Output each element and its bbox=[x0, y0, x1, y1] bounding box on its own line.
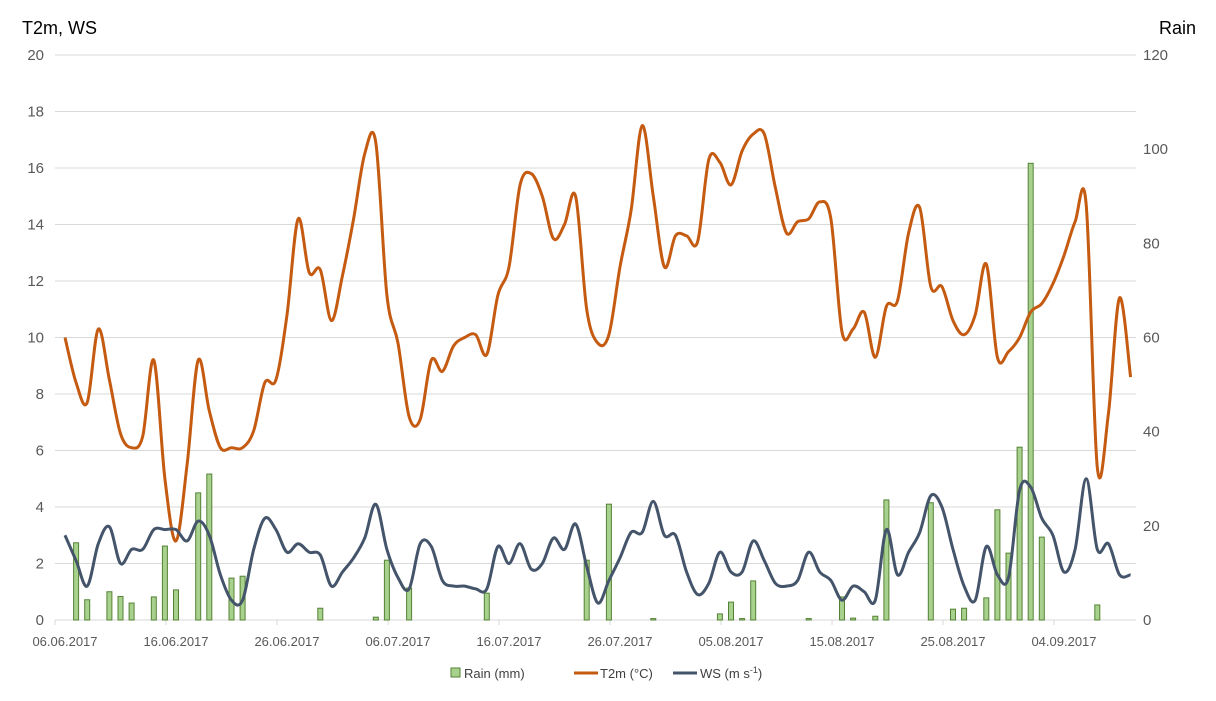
left-tick-label: 18 bbox=[27, 104, 44, 121]
right-axis-title: Rain bbox=[1159, 18, 1196, 38]
rain-bar bbox=[1027, 162, 1034, 621]
rain-bar bbox=[983, 597, 990, 621]
rain-bar bbox=[872, 615, 879, 621]
x-tick-label: 26.07.2017 bbox=[587, 634, 652, 649]
x-tick-label: 05.08.2017 bbox=[698, 634, 763, 649]
x-tick-label: 15.08.2017 bbox=[809, 634, 874, 649]
rain-bar bbox=[1094, 604, 1101, 621]
right-tick-label: 120 bbox=[1143, 47, 1168, 64]
rain-bar bbox=[883, 499, 890, 621]
left-tick-label: 16 bbox=[27, 160, 44, 177]
rain-bar bbox=[73, 542, 80, 621]
rain-bar bbox=[150, 596, 157, 621]
left-tick-label: 0 bbox=[36, 612, 44, 629]
legend-rain-label: Rain (mm) bbox=[464, 666, 525, 681]
t2m-line bbox=[63, 124, 1133, 543]
rain-bar bbox=[805, 618, 812, 621]
legend-t2m-label: T2m (°C) bbox=[600, 666, 653, 681]
rain-bar bbox=[483, 592, 490, 621]
rain-bar bbox=[994, 509, 1001, 621]
rain-bar bbox=[106, 591, 113, 621]
left-tick-label: 20 bbox=[27, 47, 44, 64]
rain-bar bbox=[117, 595, 124, 621]
x-tick-label: 26.06.2017 bbox=[254, 634, 319, 649]
rain-bar bbox=[84, 599, 91, 621]
left-tick-label: 10 bbox=[27, 330, 44, 347]
line-series bbox=[63, 124, 1133, 607]
rain-bar bbox=[383, 559, 390, 621]
rain-bar bbox=[650, 618, 657, 621]
legend-rain-swatch bbox=[450, 667, 461, 678]
rain-bar bbox=[372, 616, 379, 621]
rain-bar bbox=[406, 587, 413, 621]
left-tick-label: 8 bbox=[36, 386, 44, 403]
right-tick-label: 100 bbox=[1143, 141, 1168, 158]
legend: Rain (mm) T2m (°C) WS (m s-1) bbox=[450, 665, 762, 681]
rain-bar bbox=[716, 613, 723, 621]
rain-bar bbox=[1016, 446, 1023, 621]
x-tick-label: 06.06.2017 bbox=[32, 634, 97, 649]
rain-bar bbox=[173, 589, 179, 621]
rain-bars bbox=[73, 162, 1101, 621]
rain-bar bbox=[739, 618, 746, 621]
left-tick-label: 12 bbox=[27, 273, 44, 290]
right-y-axis: 0 20 40 60 80 100 120 bbox=[1143, 47, 1168, 629]
rain-bar bbox=[195, 492, 202, 621]
right-tick-label: 80 bbox=[1143, 235, 1160, 252]
rain-bar bbox=[950, 608, 956, 621]
x-axis: 06.06.2017 16.06.2017 26.06.2017 06.07.2017… bbox=[32, 619, 1136, 649]
legend-ws-label: WS (m s-1) bbox=[700, 665, 762, 681]
rain-bar bbox=[728, 601, 734, 621]
left-tick-label: 4 bbox=[36, 499, 44, 516]
x-tick-label: 16.06.2017 bbox=[143, 634, 208, 649]
rain-bar bbox=[961, 607, 968, 621]
left-tick-label: 14 bbox=[27, 217, 44, 234]
rain-bar bbox=[317, 607, 324, 621]
rain-bar bbox=[850, 617, 857, 621]
left-axis-title: T2m, WS bbox=[22, 18, 97, 38]
rain-bar bbox=[1005, 552, 1012, 621]
rain-bar bbox=[161, 545, 168, 621]
rain-bar bbox=[605, 503, 612, 621]
left-tick-label: 6 bbox=[36, 443, 44, 460]
x-tick-label: 06.07.2017 bbox=[365, 634, 430, 649]
rain-bar bbox=[750, 580, 757, 621]
ws-line bbox=[63, 477, 1131, 607]
right-tick-label: 40 bbox=[1143, 424, 1160, 441]
rain-bar bbox=[839, 596, 845, 621]
rain-bar bbox=[927, 502, 934, 621]
right-tick-label: 0 bbox=[1143, 612, 1151, 629]
rain-bar bbox=[128, 602, 135, 621]
rain-bar bbox=[1038, 536, 1045, 621]
left-y-axis: 0 2 4 6 8 10 12 14 16 18 20 bbox=[27, 47, 44, 629]
right-tick-label: 20 bbox=[1143, 518, 1160, 535]
left-tick-label: 2 bbox=[36, 556, 44, 573]
x-tick-label: 16.07.2017 bbox=[476, 634, 541, 649]
x-tick-label: 04.09.2017 bbox=[1031, 634, 1096, 649]
right-tick-label: 60 bbox=[1143, 330, 1160, 347]
gridlines bbox=[55, 54, 1136, 564]
rain-bar bbox=[206, 473, 213, 621]
x-tick-label: 25.08.2017 bbox=[920, 634, 985, 649]
